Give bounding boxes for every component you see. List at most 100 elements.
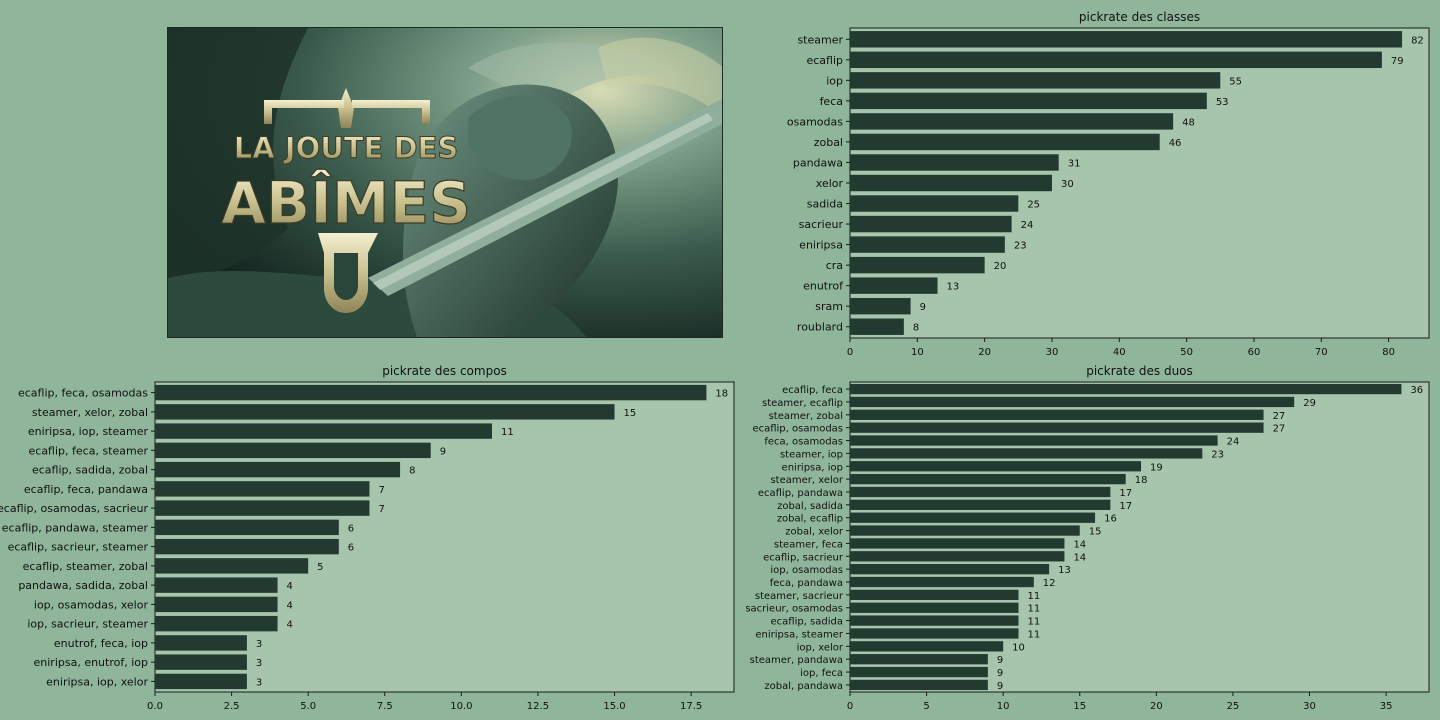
bar (155, 538, 339, 555)
data-label: 11 (1027, 604, 1040, 615)
bar (850, 666, 988, 678)
x-tick-label: 10 (997, 701, 1010, 712)
data-label: 23 (1211, 449, 1224, 460)
bar (850, 318, 904, 335)
banner-image: LA JOUTE DES ABÎMES (167, 27, 723, 338)
x-tick-label: 60 (1248, 347, 1261, 358)
bar (155, 404, 615, 420)
data-label: 3 (256, 639, 262, 650)
data-label: 15 (624, 408, 637, 419)
category-label: iop, feca (800, 668, 843, 679)
category-label: eniripsa (799, 239, 843, 252)
data-label: 4 (287, 581, 293, 592)
data-label: 55 (1229, 76, 1242, 87)
x-tick-label: 15 (1073, 701, 1086, 712)
x-tick-label: 5 (923, 701, 929, 712)
category-label: steamer, iop (780, 449, 843, 460)
bar (850, 564, 1050, 575)
bar (850, 679, 988, 691)
data-label: 3 (256, 658, 262, 669)
category-label: ecaflip, feca, steamer (29, 444, 149, 457)
bar (850, 435, 1218, 446)
x-tick-label: 0 (847, 347, 853, 358)
data-label: 36 (1410, 385, 1423, 396)
data-label: 11 (1027, 629, 1040, 640)
category-label: iop, osamodas, xelor (34, 598, 149, 611)
data-label: 24 (1227, 437, 1240, 448)
bar (850, 602, 1019, 613)
category-label: enutrof, feca, iop (54, 637, 148, 650)
category-label: enutrof (803, 280, 844, 293)
x-tick-label: 5.0 (300, 701, 316, 712)
x-tick-label: 7.5 (377, 701, 393, 712)
bar (850, 51, 1382, 69)
bar (155, 500, 370, 516)
data-label: 8 (913, 323, 919, 334)
category-label: sram (815, 300, 843, 313)
data-label: 6 (348, 543, 354, 554)
category-label: zobal, pandawa (764, 681, 843, 692)
category-label: sacrieur, osamodas (745, 604, 843, 615)
category-label: eniripsa, enutrof, iop (34, 656, 149, 669)
bar (155, 577, 278, 593)
category-label: iop, sacrieur, steamer (27, 618, 148, 631)
bar (850, 473, 1126, 485)
x-tick-label: 70 (1315, 347, 1328, 358)
category-label: ecaflip, feca, pandawa (24, 483, 148, 496)
category-label: ecaflip, sacrieur, steamer (8, 541, 149, 554)
data-label: 5 (317, 562, 323, 573)
data-label: 10 (1012, 642, 1025, 653)
data-label: 4 (287, 600, 293, 611)
bar (155, 673, 247, 690)
data-label: 7 (378, 504, 384, 515)
data-label: 6 (348, 523, 354, 534)
x-tick-label: 40 (1113, 347, 1126, 358)
x-tick-label: 10.0 (450, 701, 472, 712)
x-tick-label: 20 (1150, 701, 1163, 712)
logo-line-2: ABÎMES (221, 168, 471, 237)
data-label: 13 (947, 282, 960, 293)
category-label: feca, pandawa (770, 578, 843, 589)
x-tick-label: 0.0 (147, 701, 163, 712)
data-label: 25 (1027, 200, 1040, 211)
bar (850, 256, 985, 274)
category-label: ecaflip, pandawa (758, 488, 843, 499)
category-label: iop (826, 74, 843, 87)
x-tick-label: 20 (978, 347, 991, 358)
bar (850, 297, 911, 315)
x-tick-label: 25 (1227, 701, 1240, 712)
bar (850, 641, 1004, 652)
bar (850, 486, 1111, 498)
data-label: 4 (287, 620, 293, 631)
bar (850, 92, 1207, 110)
bar (850, 215, 1012, 233)
category-label: steamer, xelor, zobal (32, 406, 148, 419)
bar (155, 481, 370, 497)
data-label: 12 (1043, 578, 1056, 589)
bar (850, 277, 938, 294)
category-label: steamer, sacrieur (755, 591, 844, 602)
category-label: sadida (807, 198, 843, 211)
data-label: 17 (1119, 488, 1132, 499)
category-label: eniripsa, iop (782, 462, 843, 473)
bar (850, 628, 1019, 639)
data-label: 27 (1273, 424, 1286, 435)
data-label: 30 (1061, 179, 1074, 190)
data-label: 16 (1104, 514, 1117, 525)
category-label: ecaflip (806, 54, 843, 67)
category-label: iop, osamodas (770, 565, 843, 576)
category-label: eniripsa, iop, steamer (28, 425, 149, 438)
x-tick-label: 10 (911, 347, 924, 358)
bar (155, 461, 401, 478)
data-label: 9 (920, 302, 926, 313)
data-label: 14 (1073, 552, 1086, 563)
data-label: 82 (1411, 35, 1424, 46)
data-label: 31 (1068, 158, 1081, 169)
category-label: ecaflip, sacrieur (763, 552, 844, 563)
plot-area (849, 381, 1430, 693)
bar (850, 461, 1142, 472)
category-label: zobal (814, 136, 843, 149)
data-label: 29 (1303, 398, 1316, 409)
bar (850, 154, 1059, 171)
